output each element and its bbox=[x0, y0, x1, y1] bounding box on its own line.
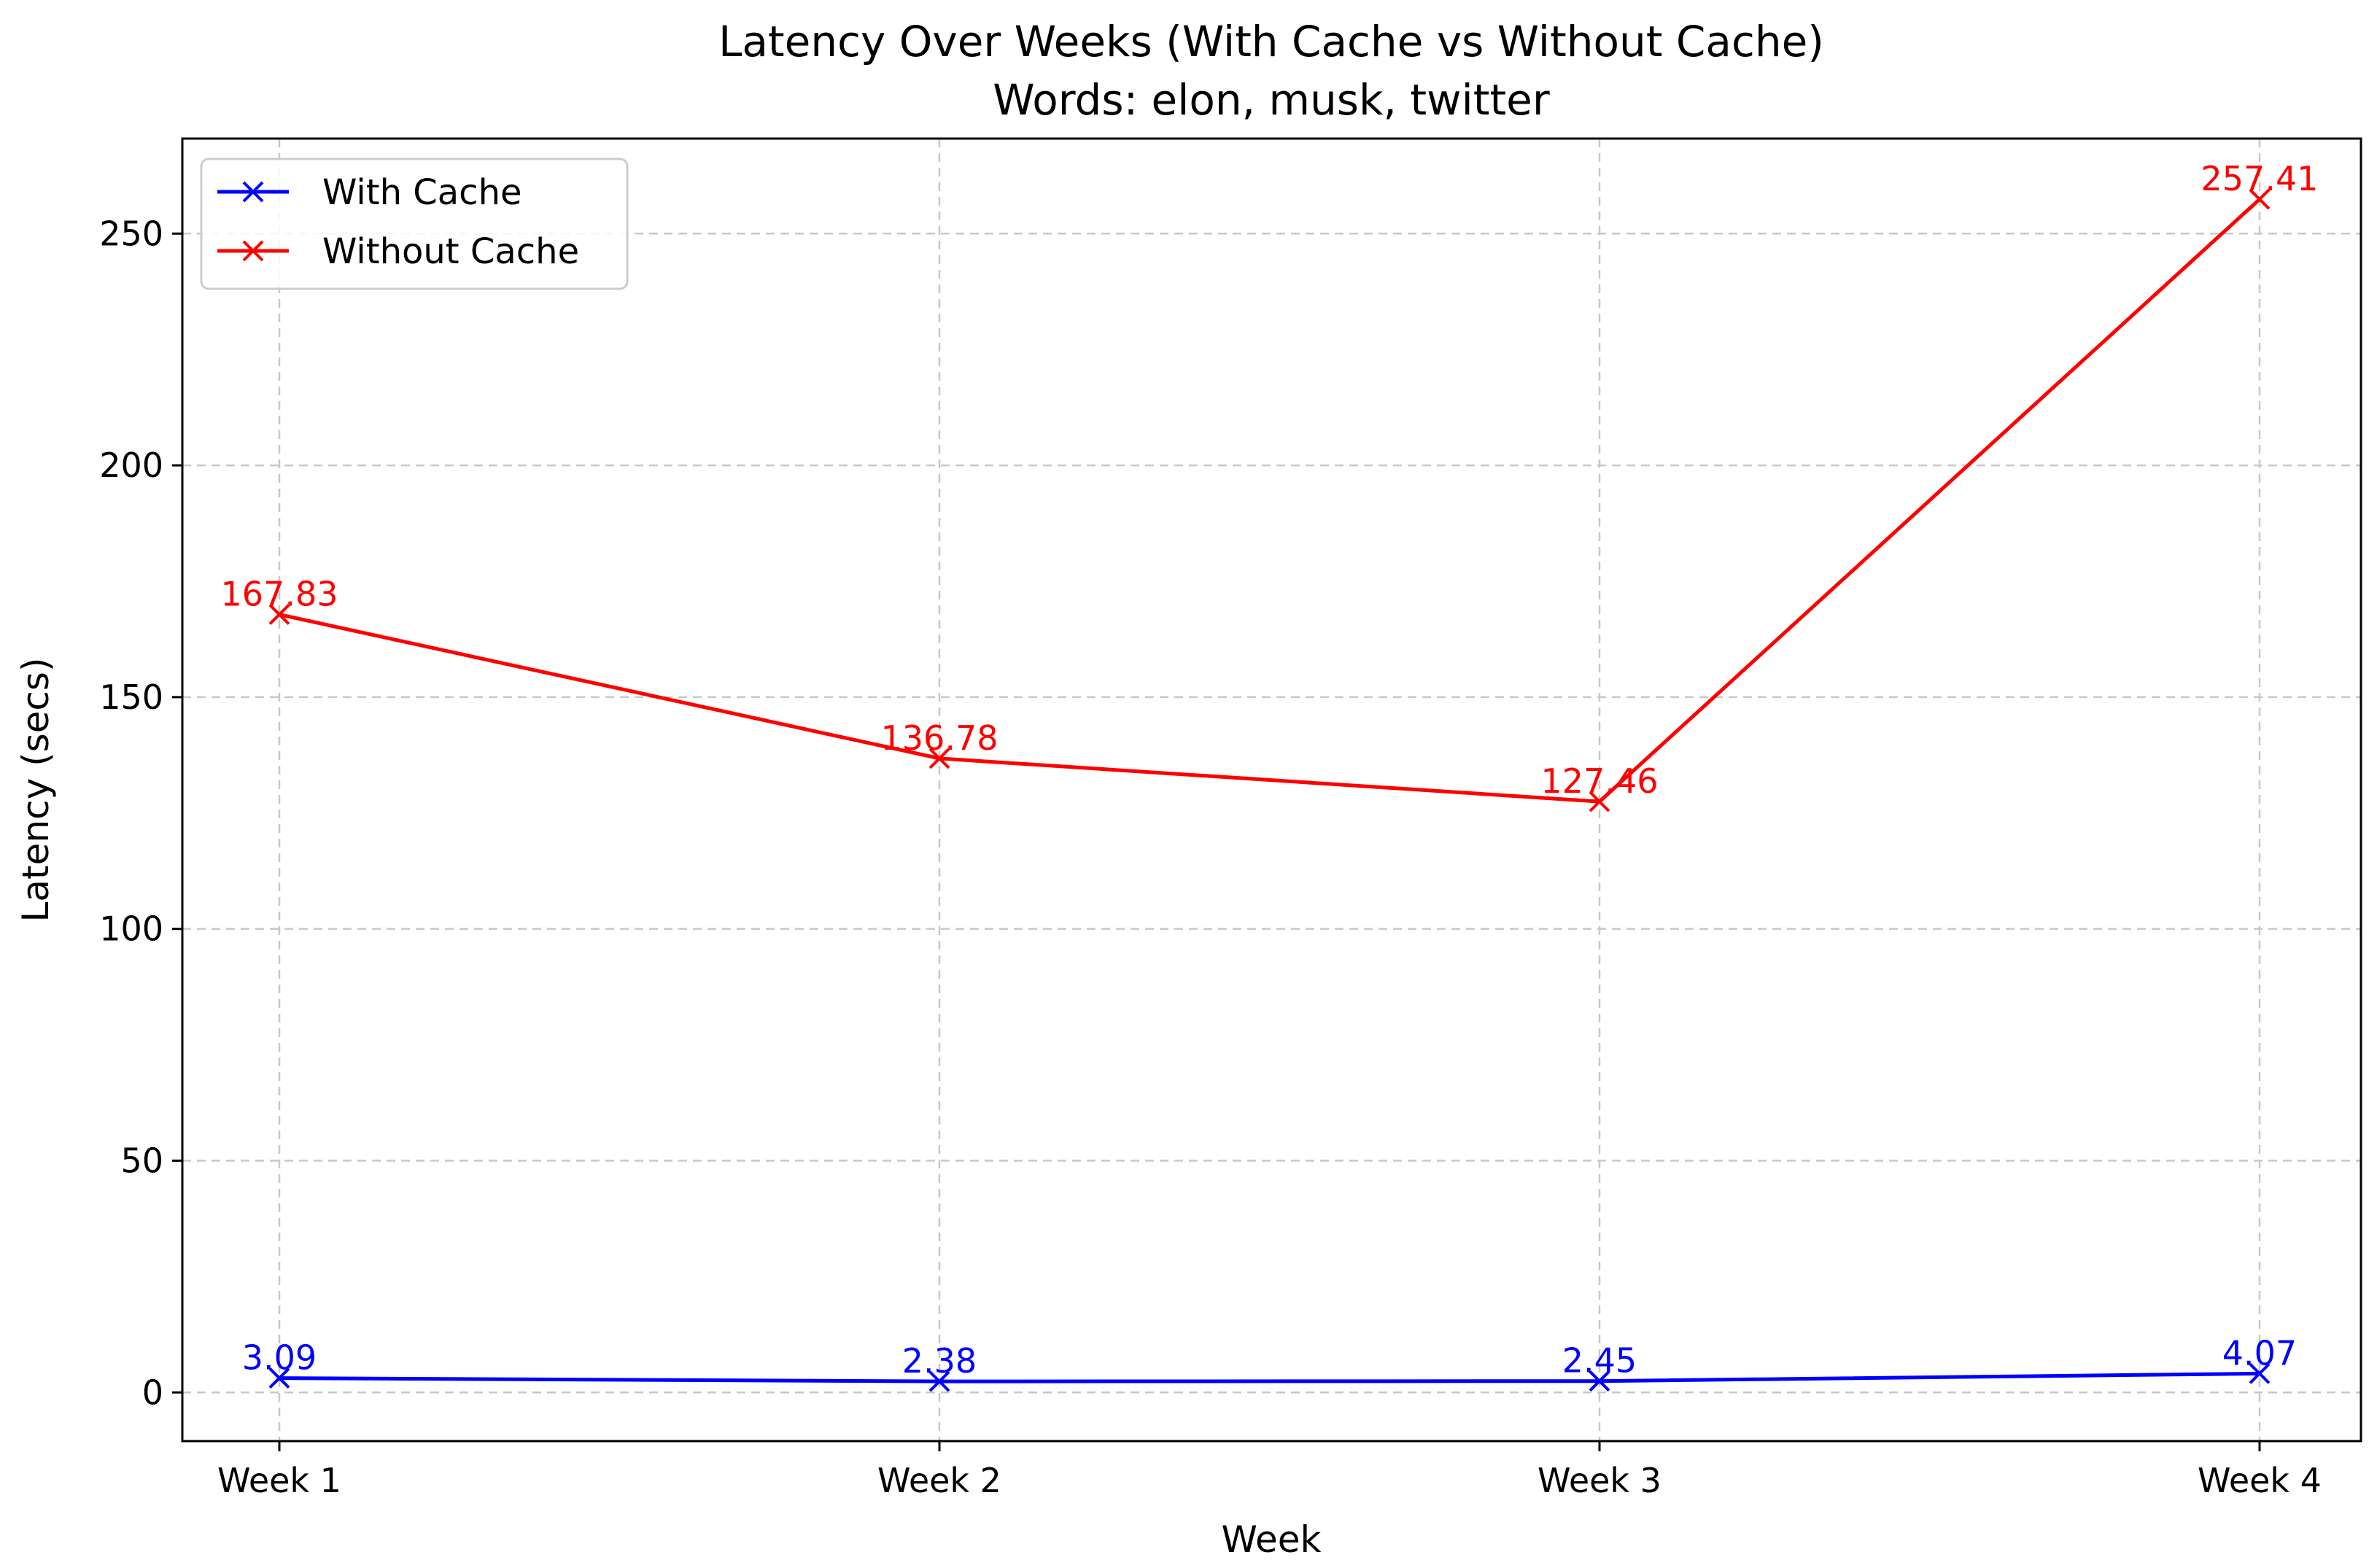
data-point-with-cache bbox=[928, 1370, 950, 1392]
legend: With Cache Without Cache bbox=[200, 158, 629, 290]
y-tick-label: 0 bbox=[142, 1373, 163, 1412]
data-label-without-cache: 127.46 bbox=[1541, 761, 1659, 801]
data-point-with-cache bbox=[2249, 1362, 2271, 1384]
data-point-without-cache bbox=[2249, 188, 2271, 210]
y-axis-ticks: 0 50 100 150 200 250 bbox=[99, 214, 182, 1412]
x-tick-label: Week 3 bbox=[1538, 1461, 1661, 1500]
legend-item-with-cache: With Cache bbox=[217, 172, 522, 213]
series-line-with-cache bbox=[279, 1371, 2260, 1383]
legend-marker bbox=[242, 181, 264, 203]
data-label-with-cache: 3.09 bbox=[242, 1338, 317, 1378]
grid-lines bbox=[182, 139, 2361, 1441]
data-label-without-cache: 167.83 bbox=[221, 575, 338, 614]
plot-area-frame bbox=[181, 137, 2362, 1443]
chart-subtitle: Words: elon, musk, twitter bbox=[993, 75, 1550, 125]
x-axis-ticks: Week 1 Week 2 Week 3 Week 4 bbox=[217, 1441, 2322, 1500]
series-layer bbox=[268, 188, 2271, 1392]
data-label-without-cache: 136.78 bbox=[881, 718, 999, 758]
y-tick-label: 200 bbox=[99, 446, 163, 485]
data-label-without-cache: 257.41 bbox=[2201, 159, 2319, 198]
data-point-without-cache bbox=[1589, 791, 1610, 812]
legend-marker bbox=[242, 240, 264, 262]
legend-label: With Cache bbox=[322, 172, 522, 213]
y-tick-label: 150 bbox=[99, 678, 163, 717]
data-point-with-cache bbox=[268, 1367, 290, 1389]
data-point-without-cache bbox=[268, 604, 290, 625]
legend-box bbox=[200, 158, 629, 290]
series-line-without-cache bbox=[279, 198, 2261, 804]
x-tick-label: Week 4 bbox=[2198, 1461, 2322, 1500]
data-label-with-cache: 2.45 bbox=[1562, 1341, 1637, 1381]
x-tick-label: Week 2 bbox=[877, 1461, 1001, 1500]
y-tick-label: 50 bbox=[120, 1141, 163, 1180]
data-labels: 3.09 2.38 2.45 4.07 167.83 136.78 127.46 257.41 bbox=[221, 159, 2319, 1381]
y-axis-label: Latency (secs) bbox=[15, 658, 57, 923]
data-label-with-cache: 2.38 bbox=[902, 1341, 977, 1381]
legend-label: Without Cache bbox=[322, 231, 579, 272]
x-tick-label: Week 1 bbox=[217, 1461, 341, 1500]
data-point-with-cache bbox=[1589, 1370, 1610, 1392]
y-tick-label: 250 bbox=[99, 214, 163, 253]
chart-title: Latency Over Weeks (With Cache vs Withou… bbox=[718, 17, 1824, 66]
y-tick-label: 100 bbox=[99, 909, 163, 949]
data-point-without-cache bbox=[928, 748, 950, 769]
x-axis-label: Week bbox=[1222, 1518, 1322, 1561]
data-label-with-cache: 4.07 bbox=[2222, 1333, 2297, 1373]
legend-item-without-cache: Without Cache bbox=[217, 231, 579, 272]
